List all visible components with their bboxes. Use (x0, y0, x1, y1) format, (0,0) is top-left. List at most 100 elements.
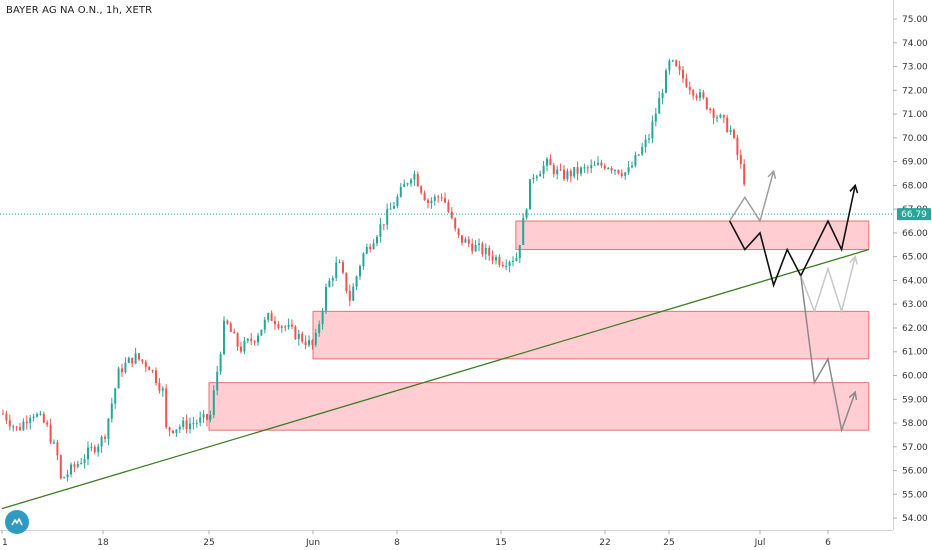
candle-body-172 (583, 167, 586, 169)
candle-body-161 (546, 158, 548, 166)
candle-body-83 (280, 326, 283, 328)
candle-body-75 (253, 341, 256, 343)
candle-body-65 (219, 354, 222, 372)
y-tick-label: 73.00 (902, 63, 928, 73)
candle-body-212 (719, 115, 722, 118)
candle-body-168 (569, 170, 572, 177)
candle-body-122 (413, 173, 416, 180)
candle-body-99 (335, 262, 338, 279)
candle-body-15 (49, 424, 52, 443)
trendline[interactable] (1, 248, 869, 510)
candle-body-204 (692, 90, 695, 96)
candle-body-155 (525, 209, 528, 218)
candle-body-89 (301, 333, 304, 342)
y-tick-label: 62.00 (902, 324, 928, 334)
price-axis[interactable]: 54.00 55.00 56.00 57.00 58.00 59.00 60.00 61.00… (893, 15, 928, 524)
y-tick-label: 69.00 (902, 158, 928, 168)
candle-body-187 (634, 155, 637, 166)
candle-body-97 (328, 280, 331, 288)
candle-body-61 (206, 414, 208, 420)
y-tick-label: 58.00 (902, 419, 928, 429)
candle-body-213 (722, 115, 725, 118)
candle-body-82 (277, 324, 280, 328)
candle-body-125 (423, 192, 426, 201)
candle-body-57 (192, 423, 195, 425)
candle-body-54 (182, 420, 185, 427)
candle-body-14 (46, 422, 49, 425)
candle-body-169 (573, 167, 576, 177)
candle-body-165 (559, 169, 562, 171)
candle-body-68 (229, 323, 232, 332)
y-tick-label: 63.00 (902, 300, 928, 310)
candle-body-132 (447, 202, 450, 212)
candle-body-124 (420, 186, 423, 193)
candle-body-150 (508, 261, 511, 266)
candle-body-60 (202, 414, 205, 418)
y-tick-label: 70.00 (902, 134, 928, 144)
candle-body-210 (712, 109, 715, 118)
projection-arrowhead-darkgray (848, 390, 858, 401)
candle-body-28 (93, 446, 96, 453)
candle-body-162 (549, 158, 552, 166)
candle-body-116 (393, 206, 395, 209)
candle-body-101 (342, 262, 344, 273)
candle-body-18 (59, 455, 62, 479)
candle-body-91 (308, 340, 310, 346)
candle-body-6 (19, 427, 21, 430)
candle-body-20 (66, 474, 69, 478)
candle-body-2 (5, 413, 8, 421)
candle-body-47 (158, 383, 161, 391)
candle-body-138 (467, 239, 470, 244)
x-tick-label: 15 (495, 538, 506, 548)
candle-body-26 (87, 447, 89, 460)
candle-body-10 (32, 416, 35, 418)
candle-body-131 (444, 198, 446, 203)
candle-body-206 (699, 92, 701, 98)
candle-body-85 (287, 324, 290, 328)
candle-body-175 (593, 164, 596, 166)
candle-body-176 (597, 162, 599, 165)
candle-body-8 (25, 421, 28, 424)
candle-body-53 (178, 426, 181, 430)
candle-body-48 (161, 388, 164, 391)
candle-body-43 (144, 361, 147, 367)
y-tick-label: 57.00 (902, 443, 928, 453)
candle-body-31 (104, 436, 106, 439)
time-axis[interactable]: 1 18 25 Jun 8 15 22 25 Jul 6 (1, 530, 831, 548)
candle-body-141 (478, 243, 480, 245)
candle-body-159 (539, 173, 542, 177)
candle-body-198 (671, 60, 674, 62)
candle-body-118 (399, 187, 402, 197)
y-tick-label: 60.00 (902, 372, 928, 382)
candle-body-115 (389, 208, 392, 210)
candle-body-4 (12, 426, 15, 428)
candle-body-72 (243, 340, 246, 352)
candle-body-106 (359, 266, 361, 277)
projection-path-gray (729, 170, 775, 223)
candle-body-130 (440, 197, 443, 199)
candle-body-186 (631, 165, 633, 168)
candle-body-196 (665, 70, 667, 93)
candle-body-214 (726, 117, 729, 133)
y-tick-label: 68.00 (902, 181, 928, 191)
candle-body-80 (270, 313, 273, 321)
candle-body-128 (433, 196, 436, 201)
candle-body-203 (688, 86, 691, 91)
candle-body-19 (63, 477, 66, 479)
candle-body-13 (42, 413, 45, 423)
tradingview-logo[interactable] (5, 510, 29, 534)
candle-body-88 (297, 333, 300, 340)
candle-body-178 (603, 165, 606, 169)
candle-body-93 (314, 332, 317, 345)
candle-body-35 (117, 368, 120, 389)
candle-body-42 (141, 359, 144, 362)
candle-body-211 (716, 117, 718, 119)
x-tick-label: 8 (394, 538, 400, 548)
candle-body-7 (22, 421, 25, 430)
candle-body-173 (586, 167, 589, 169)
candle-body-143 (484, 247, 487, 255)
resistance-zone-2 (312, 310, 870, 360)
candle-body-71 (240, 346, 242, 352)
y-tick-label: 64.00 (902, 276, 928, 286)
